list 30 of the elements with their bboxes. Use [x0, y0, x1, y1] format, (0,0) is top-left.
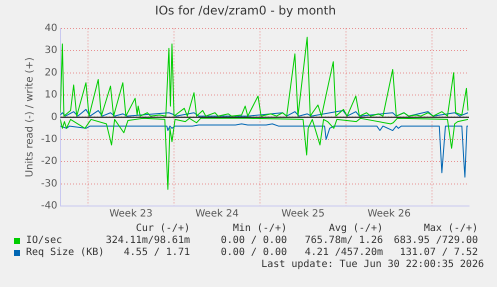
text: 4.21 /457.20m [304, 247, 383, 259]
x-tick-label: Week 26 [367, 208, 411, 220]
text: 0.00 / 0.00 [220, 235, 287, 247]
y-tick-label: 40 [44, 22, 58, 34]
legend-label: Req Size (KB) [26, 247, 104, 259]
text: 683.95 /729.00 [394, 235, 478, 247]
legend-label: IO/sec [26, 235, 62, 247]
x-tick-label: Week 25 [281, 208, 325, 220]
text: Cur (-/+) [136, 223, 190, 235]
x-tick-label: Week 24 [195, 208, 239, 220]
text: Last update: Tue Jun 30 22:00:35 2026 [261, 259, 484, 271]
text: 324.11m/98.61m [106, 235, 190, 247]
text: 131.07 / 7.52 [400, 247, 478, 259]
chart-title: IOs for /dev/zram0 - by month [155, 3, 336, 18]
text: 4.55 / 1.71 [124, 247, 190, 259]
x-tick-label: Week 23 [109, 208, 153, 220]
y-tick-label: -40 [40, 200, 58, 212]
y-tick-label: -20 [40, 156, 58, 168]
text: Avg (-/+) [328, 223, 383, 235]
y-tick-label: 30 [44, 45, 58, 56]
text: Max (-/+) [424, 223, 478, 235]
y-tick-label: 0 [50, 112, 58, 123]
text: Min (-/+) [232, 223, 287, 235]
y-tick-label: 20 [44, 67, 58, 78]
text: 0.00 / 0.00 [220, 247, 287, 259]
y-tick-label: -30 [40, 178, 58, 190]
y-tick-label: 10 [44, 90, 58, 101]
y-tick-label: -10 [40, 134, 58, 145]
text: 765.78m/ 1.26 [304, 235, 383, 247]
y-axis-title: Units read (-) / write (+) [24, 57, 36, 178]
